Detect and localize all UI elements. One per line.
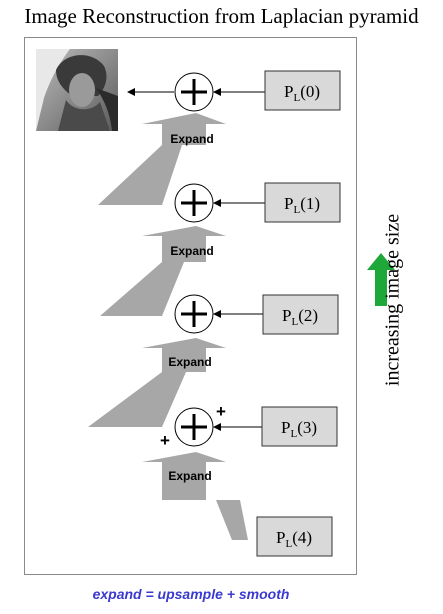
expand-arrow-1 xyxy=(98,113,226,205)
adder-3 xyxy=(174,407,214,447)
adder-2 xyxy=(174,294,214,334)
level-2-sub: L xyxy=(291,316,298,328)
adder-0 xyxy=(174,72,214,112)
diagram-title: Image Reconstruction from Laplacian pyra… xyxy=(24,4,419,28)
green-up-arrow-icon xyxy=(367,253,395,306)
adder-1 xyxy=(174,183,214,223)
side-label-text: increasing image size xyxy=(381,213,404,387)
level-box-2: PL(2) xyxy=(262,294,339,335)
plus-sign-right: + xyxy=(216,402,226,421)
level-4-sub: L xyxy=(285,538,292,550)
diagram-frame xyxy=(24,37,357,575)
plus-sign-left: + xyxy=(160,431,170,450)
level-1-base: P xyxy=(284,194,293,213)
level-box-4: PL(4) xyxy=(256,516,333,557)
level-2-base: P xyxy=(282,306,291,325)
level-4-arg: (4) xyxy=(292,528,312,547)
caption: expand = upsample + smooth xyxy=(92,586,290,602)
expand-label-1: Expand xyxy=(170,132,213,146)
svg-text:PL(1): PL(1) xyxy=(284,194,320,216)
expand-arrow-3 xyxy=(88,338,226,427)
expand-label-4: Expand xyxy=(168,469,211,483)
expand-label-2: Expand xyxy=(170,244,213,258)
level-1-sub: L xyxy=(293,204,300,216)
level-1-arg: (1) xyxy=(300,194,320,213)
level-2-arg: (2) xyxy=(298,306,318,325)
level-box-3: PL(3) xyxy=(261,406,338,447)
reconstructed-image xyxy=(36,49,118,131)
level-3-arg: (3) xyxy=(297,418,317,437)
expand-arrow-2 xyxy=(100,226,226,316)
level-box-0: PL(0) xyxy=(264,70,341,111)
level-3-sub: L xyxy=(290,428,297,440)
svg-text:PL(4): PL(4) xyxy=(276,528,312,550)
svg-text:PL(3): PL(3) xyxy=(281,418,317,440)
expand-arrow-4 xyxy=(142,452,248,540)
svg-text:PL(2): PL(2) xyxy=(282,306,318,328)
level-0-base: P xyxy=(284,82,293,101)
level-3-base: P xyxy=(281,418,290,437)
level-box-1: PL(1) xyxy=(264,182,341,223)
level-0-arg: (0) xyxy=(300,82,320,101)
svg-text:PL(0): PL(0) xyxy=(284,82,320,104)
level-4-base: P xyxy=(276,528,285,547)
level-0-sub: L xyxy=(293,92,300,104)
expand-label-3: Expand xyxy=(168,355,211,369)
